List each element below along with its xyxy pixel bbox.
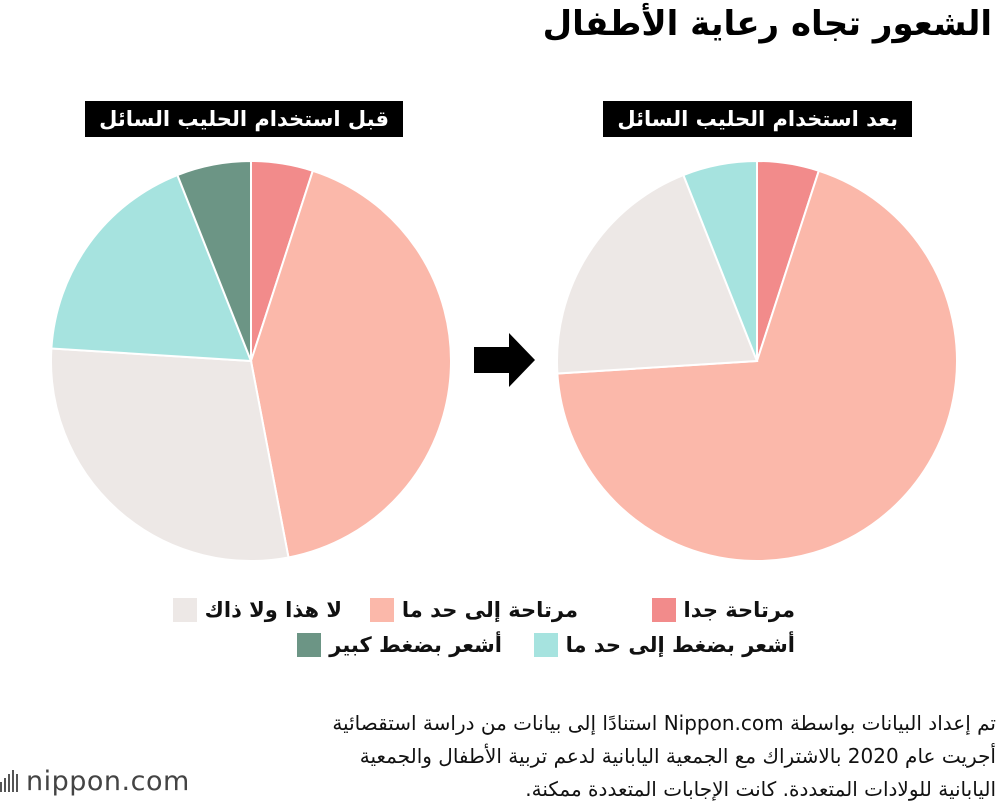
charts-svg — [49, 159, 958, 562]
legend-swatch-somewhat-stressed — [533, 633, 558, 657]
legend-swatch-very-comfortable — [651, 598, 676, 622]
pie-chart-after — [555, 159, 958, 562]
pie-slice-after-neutral — [555, 173, 759, 375]
pie-slice-before-very-stressed — [176, 159, 252, 362]
legend-item-neutral: لا هذا ولا ذاك — [172, 596, 342, 624]
legend-item-somewhat-stressed: أشعر بضغط إلى حد ما — [533, 631, 795, 659]
legend-item-very-comfortable: مرتاحة جدا — [651, 596, 795, 624]
legend-label-very-comfortable: مرتاحة جدا — [683, 598, 795, 622]
pie-slice-before-somewhat-stressed — [50, 173, 253, 363]
legend-label-somewhat-stressed: أشعر بضغط إلى حد ما — [565, 633, 795, 657]
chart-title: الشعور تجاه رعاية الأطفال — [542, 4, 992, 44]
arrow-right-icon — [474, 333, 535, 387]
nippon-bars-icon — [0, 770, 18, 792]
logo-text: nippon.com — [26, 765, 190, 797]
pie-slice-before-somewhat-comfortable — [249, 169, 452, 559]
nippon-logo: nippon.com — [0, 765, 190, 797]
legend-label-very-stressed: أشعر بضغط كبير — [329, 633, 502, 657]
pie-slice-before-neutral — [49, 347, 290, 562]
pie-slice-after-somewhat-comfortable — [556, 169, 958, 562]
legend-swatch-very-stressed — [297, 633, 322, 657]
legend-swatch-somewhat-comfortable — [369, 598, 394, 622]
chart-label-before: قبل استخدام الحليب السائل — [85, 101, 403, 137]
legend-item-somewhat-comfortable: مرتاحة إلى حد ما — [369, 596, 578, 624]
chart-label-after: بعد استخدام الحليب السائل — [603, 101, 912, 137]
pie-slice-after-somewhat-stressed — [682, 159, 758, 362]
legend-item-very-stressed: أشعر بضغط كبير — [297, 631, 502, 659]
source-note: تم إعداد البيانات بواسطة Nippon.com استن… — [332, 711, 996, 801]
legend-label-neutral: لا هذا ولا ذاك — [204, 598, 342, 622]
legend-label-somewhat-comfortable: مرتاحة إلى حد ما — [401, 598, 578, 622]
pie-chart-before — [49, 159, 452, 562]
legend-swatch-neutral — [172, 598, 197, 622]
